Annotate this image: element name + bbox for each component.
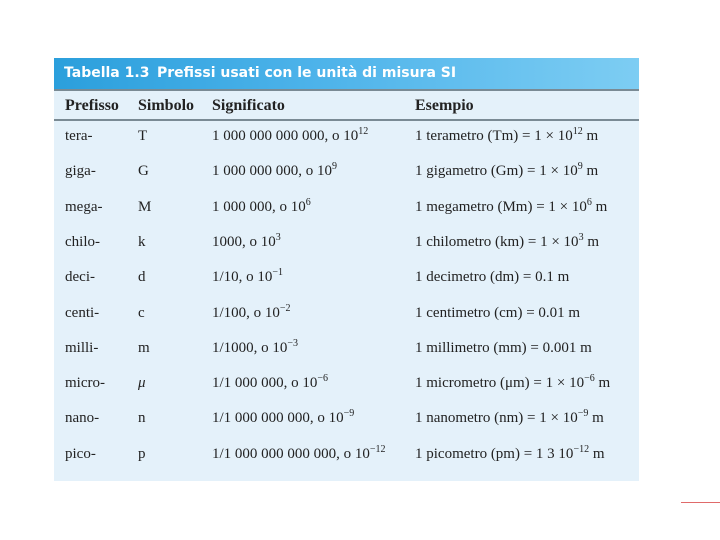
prefix-cell: centi- [65, 304, 100, 321]
meaning-cell: 1000, o 103 [212, 231, 281, 250]
meaning-exponent: −2 [279, 302, 291, 314]
meaning-exponent: 6 [305, 196, 311, 208]
example-cell: 1 picometro (pm) = 1 3 10−12 m [415, 443, 605, 462]
example-exponent: 6 [586, 196, 592, 208]
example-cell: 1 chilometro (km) = 1 × 103 m [415, 231, 599, 250]
table-row: centi-c 1/100, o 10−2 1 centimetro (cm) = … [54, 301, 639, 336]
meaning-exponent: −3 [287, 337, 299, 349]
prefix-cell: chilo- [65, 233, 100, 250]
meaning-exponent: 9 [332, 161, 337, 173]
example-cell: 1 decimetro (dm) = 0.1 m [415, 269, 570, 286]
table-row: tera- T 1 000 000 000 000, o 1012 1 teramet… [54, 124, 639, 159]
meaning-exponent: −1 [272, 267, 284, 279]
prefix-cell: micro- [65, 375, 105, 392]
prefix-cell: giga- [65, 163, 96, 180]
example-exponent: 3 [578, 231, 584, 243]
meaning-exponent: 3 [275, 231, 281, 243]
prefix-cell: pico- [65, 445, 96, 462]
symbol-cell: d [138, 269, 146, 286]
meaning-exponent: −6 [317, 373, 329, 385]
meaning-cell: 1/100, o 10−2 [212, 302, 291, 321]
table-row: milli-m 1/1000, o 10−3 1 millimetro (mm) =… [54, 336, 639, 371]
meaning-exponent: −9 [343, 408, 355, 420]
symbol-cell: c [138, 304, 145, 321]
example-cell: 1 nanometro (nm) = 1 × 10−9 m [415, 408, 604, 427]
table-number: Tabella 1.3 [64, 65, 150, 81]
table-title: Prefissi usati con le unità di misura SI [157, 65, 457, 81]
example-cell: 1 megametro (Mm) = 1 × 106 m [415, 196, 608, 215]
example-exponent: 9 [577, 161, 583, 173]
example-cell: 1 micrometro (μm) = 1 × 10−6 m [415, 373, 611, 392]
example-cell: 1 terametro (Tm) = 1 × 1012 m [415, 126, 599, 145]
prefix-cell: deci- [65, 269, 95, 286]
symbol-cell: m [138, 339, 150, 356]
meaning-exponent: −12 [369, 443, 386, 455]
example-exponent: 12 [572, 126, 583, 137]
meaning-cell: 1 000 000 000 000, o 1012 [212, 126, 369, 145]
meaning-cell: 1/1 000 000, o 10−6 [212, 373, 329, 392]
table-row: giga- G 1 000 000 000, o 109 1 gigametro (G… [54, 159, 639, 194]
example-cell: 1 millimetro (mm) = 0.001 m [415, 339, 592, 356]
meaning-cell: 1/1 000 000 000 000, o 10−12 [212, 443, 386, 462]
prefix-cell: milli- [65, 339, 99, 356]
table-title-bar: Tabella 1.3 Prefissi usati con le unità … [54, 58, 639, 89]
table-row: micro-μ 1/1 000 000, o 10−6 1 micrometro (… [54, 371, 639, 406]
prefix-cell: tera- [65, 128, 93, 144]
example-exponent: −9 [577, 408, 589, 420]
header-symbol: Simbolo [138, 97, 195, 114]
symbol-cell: n [138, 410, 146, 427]
header-prefix: Prefisso [65, 97, 119, 114]
example-cell: 1 gigametro (Gm) = 1 × 109 m [415, 161, 599, 180]
header-meaning: Significato [212, 97, 285, 114]
symbol-cell: μ [138, 375, 146, 392]
table-header-row: Prefisso Simbolo Significato Esempio [54, 89, 639, 121]
meaning-cell: 1 000 000 000, o 109 [212, 161, 337, 180]
prefix-cell: mega- [65, 198, 103, 215]
decorative-line [681, 502, 720, 503]
symbol-cell: T [138, 128, 148, 144]
symbol-cell: p [138, 445, 146, 462]
meaning-cell: 1/1000, o 10−3 [212, 337, 299, 356]
table-row: mega- M 1 000 000, o 106 1 megametro (Mm) =… [54, 195, 639, 230]
symbol-cell: k [138, 233, 146, 250]
example-cell: 1 centimetro (cm) = 0.01 m [415, 304, 581, 321]
meaning-exponent: 12 [358, 126, 369, 137]
example-exponent: −6 [584, 373, 595, 385]
prefix-table: Tabella 1.3 Prefissi usati con le unità … [54, 58, 639, 481]
example-exponent: −12 [573, 443, 590, 455]
header-example: Esempio [415, 97, 474, 114]
table-row: chilo-k 1000, o 103 1 chilometro (km) = 1 … [54, 230, 639, 265]
table-row: nano-n 1/1 000 000 000, o 10−9 1 nanometro… [54, 406, 639, 441]
meaning-cell: 1 000 000, o 106 [212, 196, 311, 215]
symbol-cell: M [138, 198, 152, 215]
table-row: deci-d 1/10, o 10−1 1 decimetro (dm) = 0.1… [54, 265, 639, 300]
prefix-cell: nano- [65, 410, 100, 427]
meaning-cell: 1/10, o 10−1 [212, 267, 284, 286]
table-row: pico-p 1/1 000 000 000 000, o 10−12 1 pico… [54, 442, 639, 477]
meaning-cell: 1/1 000 000 000, o 10−9 [212, 408, 355, 427]
symbol-cell: G [138, 163, 149, 180]
